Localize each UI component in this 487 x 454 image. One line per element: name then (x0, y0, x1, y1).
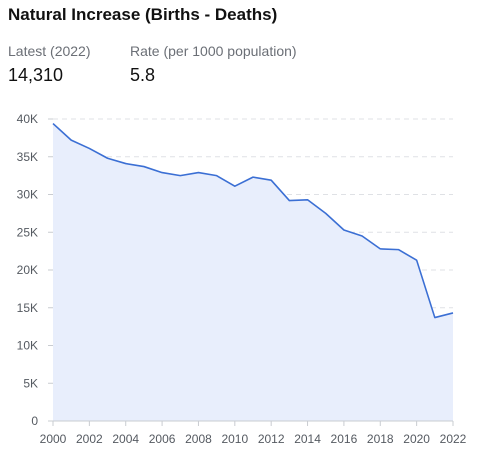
data-point (124, 162, 128, 166)
data-point (233, 184, 237, 188)
stat-rate-value: 5.8 (130, 65, 156, 85)
series-line (52, 122, 454, 319)
x-tick-label: 2022 (440, 432, 467, 446)
stat-rate: Rate (per 1000 population) 5.8 (130, 43, 297, 86)
y-tick-label: 25K (17, 225, 38, 239)
y-tick-label: 15K (17, 301, 38, 315)
data-point (360, 234, 364, 238)
x-tick-label: 2012 (258, 432, 285, 446)
y-axis-ticks: 0 5K 10K 15K 20K 25K 30K 35K 40K (17, 112, 53, 428)
x-tick-label: 2016 (331, 432, 358, 446)
data-point (87, 146, 91, 150)
data-point (269, 178, 273, 182)
data-point (160, 171, 164, 175)
data-point (396, 248, 400, 252)
data-point (215, 174, 219, 178)
y-tick-label: 40K (17, 112, 38, 126)
x-tick-label: 2000 (40, 432, 67, 446)
x-tick-label: 2002 (76, 432, 103, 446)
x-tick-label: 2020 (403, 432, 430, 446)
stat-latest-value: 14,310 (8, 65, 64, 85)
data-point (324, 211, 328, 215)
data-point (142, 165, 146, 169)
y-tick-label: 10K (17, 339, 38, 353)
y-tick-label: 30K (17, 188, 38, 202)
data-point (378, 247, 382, 251)
stat-latest: Latest (2022) 14,310 (8, 43, 91, 86)
stat-latest-label: Latest (2022) (8, 43, 91, 59)
x-tick-label: 2008 (185, 432, 212, 446)
stat-rate-label: Rate (per 1000 population) (130, 43, 297, 59)
y-tick-label: 20K (17, 263, 38, 277)
y-tick-label: 5K (23, 376, 38, 390)
x-tick-label: 2006 (149, 432, 176, 446)
data-point (451, 311, 455, 315)
data-point (306, 198, 310, 202)
page-title: Natural Increase (Births - Deaths) (8, 5, 278, 24)
x-tick-label: 2004 (112, 432, 139, 446)
x-tick-label: 2010 (221, 432, 248, 446)
data-point (415, 258, 419, 262)
area-fill (53, 123, 453, 421)
data-point (178, 174, 182, 178)
y-tick-label: 0 (31, 414, 38, 428)
data-point (251, 175, 255, 179)
x-axis-ticks: 2000 2002 2004 2006 2008 2010 2012 2014 2016 2018… (40, 421, 467, 446)
data-point (196, 171, 200, 175)
data-point (69, 138, 73, 142)
y-tick-label: 35K (17, 150, 38, 164)
data-point (106, 156, 110, 160)
x-tick-label: 2014 (294, 432, 321, 446)
data-point (287, 199, 291, 203)
data-point (433, 316, 437, 320)
data-point (342, 228, 346, 232)
x-tick-label: 2018 (367, 432, 394, 446)
data-point (51, 122, 55, 126)
